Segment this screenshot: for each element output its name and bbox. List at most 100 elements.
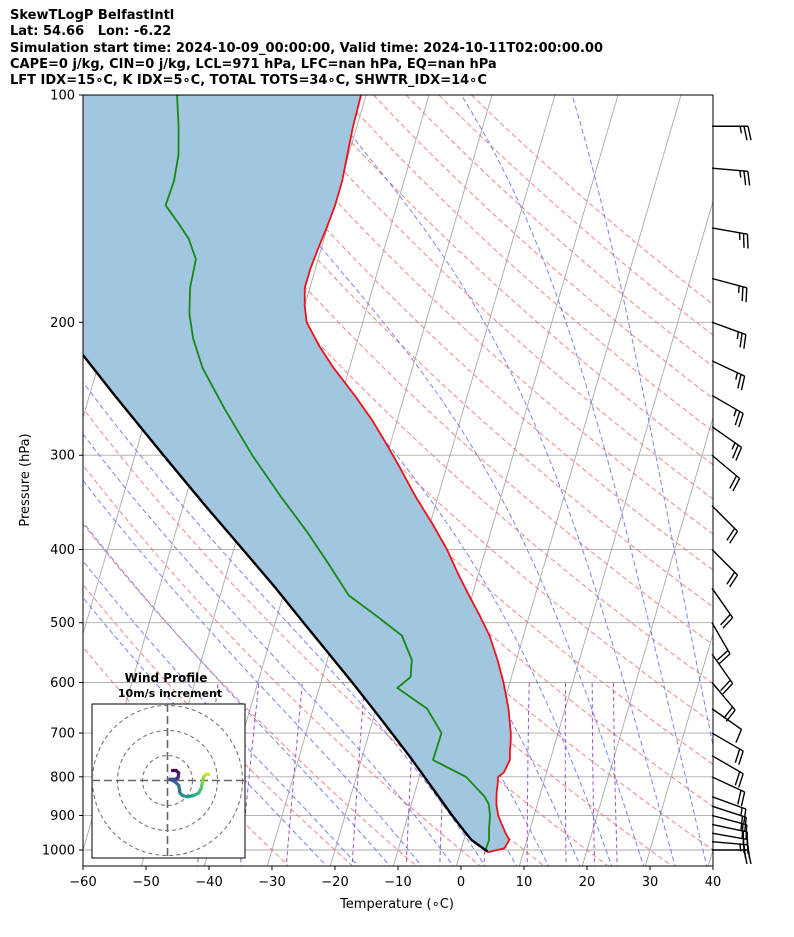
wind-barb-flag	[738, 750, 744, 765]
moist-adiabat-line	[83, 560, 359, 866]
wind-barb-half-flag	[739, 170, 742, 178]
y-tick-label: 100	[50, 89, 75, 104]
wind-barb	[711, 622, 731, 665]
moist-adiabat-line	[460, 95, 708, 866]
x-tick-label: 10	[516, 875, 533, 890]
wind-barb-flag	[745, 287, 748, 303]
y-tick-label: 600	[50, 676, 75, 691]
wind-barb-flag	[740, 816, 744, 831]
wind-barb-half-flag	[736, 331, 740, 340]
wind-barb-flag	[741, 286, 744, 302]
moist-adiabat-line	[83, 381, 486, 866]
mixing-ratio-line	[564, 682, 567, 866]
wind-barb-shaft	[711, 708, 742, 730]
wind-barb-half-flag	[738, 232, 741, 240]
wind-barb-flag	[726, 528, 736, 541]
y-tick-label: 700	[50, 727, 75, 742]
wind-barb-shaft	[711, 549, 738, 576]
x-tick-label: −50	[132, 875, 159, 890]
wind-barb-flag	[735, 729, 743, 743]
mixing-ratio-line	[351, 682, 366, 866]
wind-barb-shaft	[711, 814, 747, 826]
isotherm-line	[707, 848, 713, 866]
wind-barb	[711, 814, 748, 840]
wind-barb-shaft	[711, 841, 748, 846]
wind-barb-flag	[741, 823, 744, 839]
moist-adiabat-line	[317, 95, 676, 866]
wind-barb	[711, 587, 734, 629]
wind-barb-flag	[726, 571, 736, 585]
wind-barb-flag	[734, 748, 741, 763]
y-tick-label: 500	[50, 616, 75, 631]
chart-header: SkewTLogP BelfastIntl Lat: 54.66 Lon: -6…	[10, 8, 603, 89]
mixing-ratio-line	[526, 682, 530, 866]
dry-adiabat-line	[405, 95, 713, 368]
dry-adiabat-line	[83, 464, 480, 866]
wind-barb-flag	[747, 171, 751, 186]
wind-barb-shaft	[711, 587, 734, 619]
wind-barb-flag	[742, 831, 745, 846]
wind-barb-shaft	[711, 832, 748, 841]
x-tick-label: 20	[579, 875, 596, 890]
dry-adiabat-line	[340, 95, 713, 432]
x-axis-label: Temperature (∘C)	[339, 897, 454, 912]
mixing-ratio-line	[591, 682, 596, 866]
wind-barb-flag	[738, 413, 744, 428]
parcel-profile-line	[83, 353, 489, 853]
wind-barb-shaft	[711, 653, 734, 684]
instability-indices: CAPE=0 j/kg, CIN=0 j/kg, LCL=971 hPa, LF…	[10, 56, 497, 72]
hodograph-subtitle: 10m/s increment	[118, 687, 222, 700]
wind-barb-flag	[739, 333, 743, 348]
wind-barb-flag	[737, 374, 742, 389]
wind-barb	[711, 360, 746, 391]
dry-adiabat-line	[177, 95, 713, 608]
wind-barb-flag	[745, 824, 748, 840]
wind-barb-shaft	[711, 277, 747, 289]
wind-barb-shaft	[711, 823, 748, 833]
hodograph-title: Wind Profile	[125, 671, 208, 685]
axes: −60 −50 −40 −30 −20 −10 0 10 20 30 40 1000 900 800 700…	[42, 89, 721, 891]
dry-adiabat-line	[438, 95, 713, 336]
wind-barb-flag	[720, 613, 731, 626]
wind-barb-shaft	[711, 732, 744, 752]
mixing-ratio-line	[285, 682, 303, 866]
y-tick-label: 800	[50, 770, 75, 785]
wind-barb-half-flag	[737, 285, 740, 293]
dry-adiabat-line	[83, 246, 713, 851]
wind-barb	[711, 732, 744, 765]
hodograph-inset	[91, 703, 246, 859]
wind-barb-flag	[746, 234, 749, 249]
station-title: SkewTLogP BelfastIntl	[10, 8, 175, 23]
wind-barb	[711, 454, 741, 492]
wind-barb-shaft	[711, 805, 747, 819]
wind-barb-shaft	[711, 622, 731, 655]
wind-barb-flag	[729, 530, 739, 544]
isotherm-line	[581, 415, 713, 866]
wind-barb	[712, 125, 752, 141]
wind-barb-flag	[740, 375, 746, 391]
wind-barb-shaft	[711, 321, 747, 336]
wind-barb-half-flag	[740, 807, 743, 815]
wind-barb-flag	[722, 617, 734, 629]
wind-barb	[711, 682, 736, 722]
wind-barb-flag	[732, 478, 741, 492]
wind-barb-flag	[729, 574, 739, 588]
wind-barb	[711, 426, 743, 461]
wind-barb-shaft	[711, 505, 738, 532]
wind-barb-shaft	[711, 454, 741, 479]
y-tick-label: 400	[50, 543, 75, 558]
temperature-profile-line	[303, 95, 512, 854]
wind-barb-flag	[746, 831, 748, 847]
wind-barb	[711, 277, 748, 303]
x-tick-label: 30	[642, 875, 659, 890]
wind-barb	[711, 776, 746, 807]
wind-barb-flag	[729, 475, 738, 489]
isotherm-line	[329, 95, 556, 866]
wind-barb-shaft	[711, 167, 748, 173]
wind-barb-shaft	[711, 776, 745, 793]
wind-barb-flag	[743, 170, 747, 186]
x-tick-label: −40	[195, 875, 222, 890]
dewpoint-profile-line	[164, 95, 491, 853]
wind-barb-flag	[723, 706, 734, 719]
wind-barb	[711, 505, 739, 544]
